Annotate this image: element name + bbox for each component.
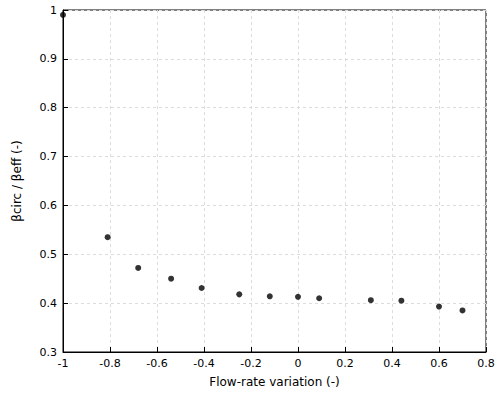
svg-text:0.7: 0.7: [40, 150, 58, 163]
svg-text:0.8: 0.8: [40, 101, 58, 114]
svg-text:0.3: 0.3: [40, 346, 58, 359]
svg-text:1: 1: [50, 4, 57, 17]
svg-text:0: 0: [295, 357, 302, 370]
svg-text:0.9: 0.9: [40, 52, 58, 65]
svg-text:-0.6: -0.6: [146, 357, 167, 370]
svg-text:-1: -1: [58, 357, 69, 370]
svg-text:-0.4: -0.4: [193, 357, 214, 370]
svg-text:-0.8: -0.8: [99, 357, 120, 370]
svg-text:-0.2: -0.2: [240, 357, 261, 370]
svg-text:0.2: 0.2: [336, 357, 354, 370]
svg-text:0.6: 0.6: [40, 199, 58, 212]
svg-text:0.4: 0.4: [383, 357, 401, 370]
svg-text:0.8: 0.8: [477, 357, 495, 370]
svg-text:βcirc / βeff (-): βcirc / βeff (-): [10, 140, 24, 221]
svg-text:Flow-rate variation (-): Flow-rate variation (-): [209, 375, 339, 389]
svg-text:0.5: 0.5: [40, 248, 58, 261]
svg-text:0.6: 0.6: [430, 357, 448, 370]
svg-text:0.4: 0.4: [40, 297, 58, 310]
